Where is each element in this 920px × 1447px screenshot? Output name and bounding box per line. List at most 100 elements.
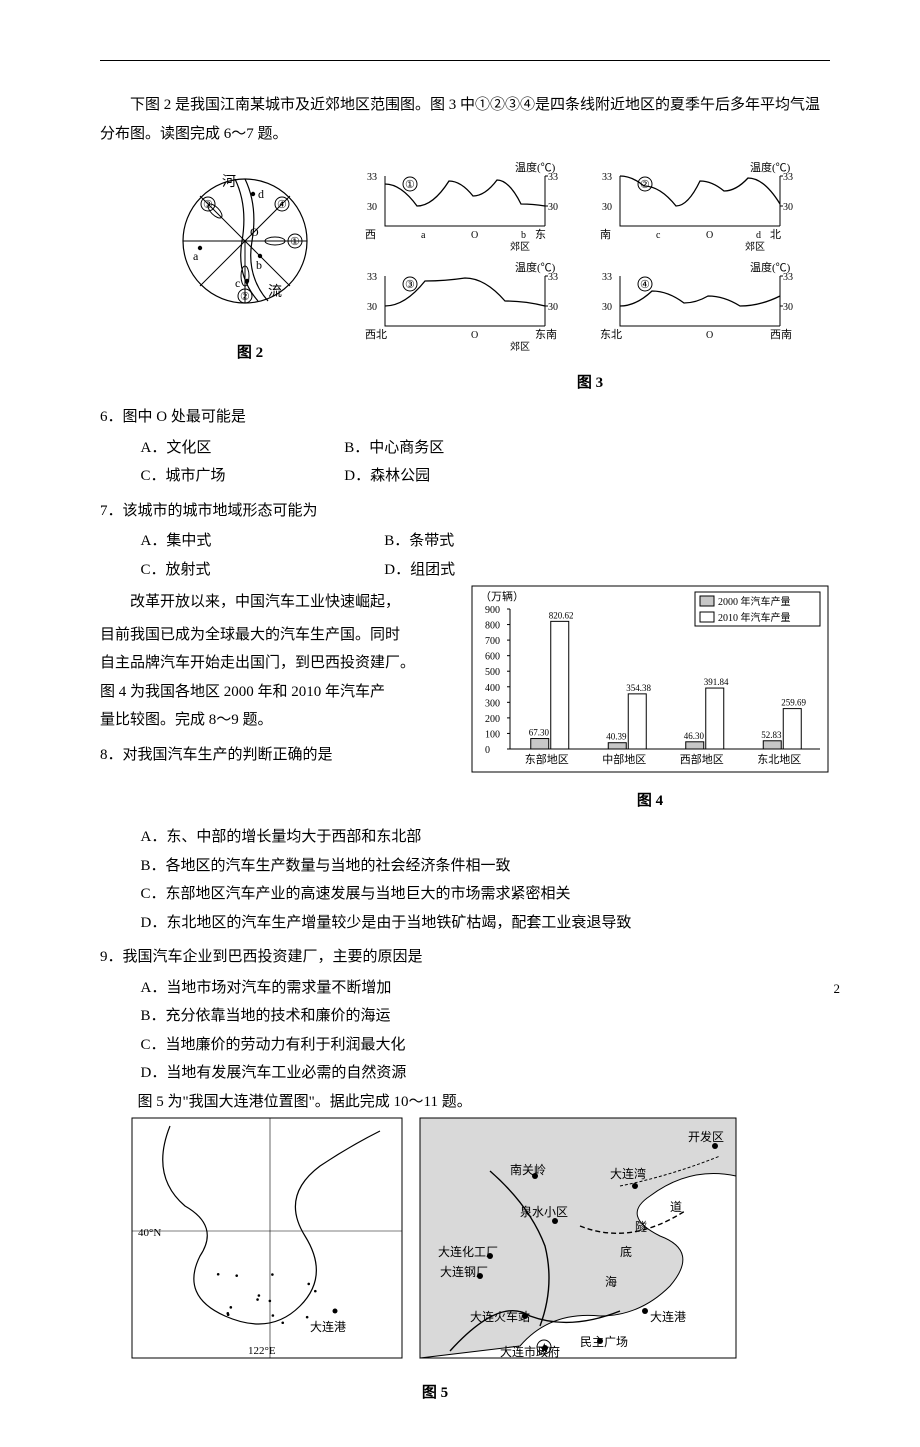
q9-D: D．当地有发展汽车工业必需的自然资源 — [141, 1059, 831, 1088]
svg-text:河: 河 — [222, 174, 236, 190]
svg-text:259.69: 259.69 — [781, 698, 806, 708]
svg-text:33: 33 — [367, 272, 377, 283]
svg-text:122°E: 122°E — [248, 1345, 276, 1357]
svg-text:①: ① — [405, 179, 415, 191]
intro1: 下图 2 是我国江南某城市及近郊地区范围图。图 3 中①②③④是四条线附近地区的… — [100, 91, 830, 148]
svg-text:400: 400 — [485, 683, 500, 694]
svg-text:46.30: 46.30 — [684, 731, 705, 741]
q6-D: D．森林公园 — [344, 462, 544, 491]
svg-text:40°N: 40°N — [138, 1227, 161, 1239]
svg-text:a: a — [421, 230, 426, 241]
svg-text:0: 0 — [485, 745, 490, 756]
svg-text:南: 南 — [600, 228, 611, 241]
q6-stem: 6．图中 O 处最可能是 — [100, 403, 830, 432]
svg-text:30: 30 — [367, 302, 377, 313]
svg-text:南关岭: 南关岭 — [510, 1162, 546, 1177]
svg-text:d: d — [756, 230, 761, 241]
svg-text:100: 100 — [485, 729, 500, 740]
svg-text:900: 900 — [485, 605, 500, 616]
svg-text:33: 33 — [783, 272, 793, 283]
fig2-wrap: a b c d O ① ② ③ ④ 河 流 图 2 — [160, 156, 340, 367]
top-rule — [100, 60, 830, 61]
svg-text:郊区: 郊区 — [745, 240, 765, 253]
svg-text:33: 33 — [602, 272, 612, 283]
svg-text:d: d — [258, 187, 264, 201]
svg-text:泉水小区: 泉水小区 — [520, 1205, 568, 1219]
q9-B: B．充分依靠当地的技术和廉价的海运 — [141, 1002, 831, 1031]
svg-text:O: O — [471, 230, 478, 241]
svg-text:流: 流 — [268, 284, 282, 300]
fig4-label: 图 4 — [470, 787, 830, 816]
q6-A: A．文化区 — [141, 434, 341, 463]
svg-text:2000 年汽车产量: 2000 年汽车产量 — [718, 595, 791, 608]
svg-text:33: 33 — [367, 172, 377, 183]
svg-text:开发区: 开发区 — [688, 1129, 724, 1144]
svg-text:O: O — [706, 330, 713, 341]
svg-text:O: O — [706, 230, 713, 241]
fig-row-2-3: a b c d O ① ② ③ ④ 河 流 图 2 温度(℃)33333030①… — [100, 156, 830, 397]
svg-text:800: 800 — [485, 621, 500, 632]
svg-text:c: c — [235, 276, 240, 290]
svg-text:大连化工厂: 大连化工厂 — [438, 1244, 498, 1259]
svg-text:52.83: 52.83 — [761, 730, 782, 740]
svg-text:30: 30 — [602, 302, 612, 313]
svg-text:郊区: 郊区 — [510, 340, 530, 353]
svg-text:200: 200 — [485, 714, 500, 725]
svg-text:大连市政府: 大连市政府 — [500, 1344, 560, 1359]
svg-text:820.62: 820.62 — [549, 610, 574, 620]
q8-opts: A．东、中部的增长量均大于西部和东北部 B．各地区的汽车生产数量与当地的社会经济… — [141, 823, 831, 937]
svg-text:④: ④ — [277, 199, 287, 211]
svg-text:西: 西 — [365, 229, 376, 241]
svg-text:东: 东 — [535, 228, 546, 241]
fig5-label: 图 5 — [130, 1379, 740, 1408]
fig3-label: 图 3 — [350, 369, 830, 398]
svg-text:O: O — [250, 225, 259, 239]
svg-text:③: ③ — [405, 279, 415, 291]
fig4-wrap: （万辆）01002003004005006007008009002000 年汽车… — [470, 584, 830, 815]
q6-opts: A．文化区 B．中心商务区 C．城市广场 D．森林公园 — [141, 434, 831, 491]
svg-text:30: 30 — [367, 202, 377, 213]
svg-text:b: b — [521, 230, 526, 241]
svg-text:33: 33 — [602, 172, 612, 183]
svg-text:北: 北 — [770, 228, 781, 241]
q9-stem: 9．我国汽车企业到巴西投资建厂，主要的原因是 — [100, 943, 830, 972]
q8-D: D．东北地区的汽车生产增量较少是由于当地铁矿枯竭，配套工业衰退导致 — [141, 909, 831, 938]
q6-B: B．中心商务区 — [344, 434, 544, 463]
svg-text:东北: 东北 — [600, 328, 622, 341]
q7-opts: A．集中式 B．条带式 C．放射式 D．组团式 — [141, 527, 831, 584]
svg-text:西部地区: 西部地区 — [680, 752, 724, 766]
fig3-svg: 温度(℃)33333030①西东郊区aOb温度(℃)33333030②南北郊区c… — [350, 156, 820, 356]
svg-text:2010 年汽车产量: 2010 年汽车产量 — [718, 611, 791, 624]
svg-text:大连港: 大连港 — [650, 1309, 686, 1324]
svg-text:东南: 东南 — [535, 328, 557, 341]
svg-text:道: 道 — [670, 1200, 682, 1214]
q9-C: C．当地廉价的劳动力有利于利润最大化 — [141, 1031, 831, 1060]
svg-text:②: ② — [640, 179, 650, 191]
fig2-label: 图 2 — [160, 339, 340, 368]
svg-text:b: b — [256, 258, 262, 272]
svg-text:33: 33 — [783, 172, 793, 183]
fig5-wrap: 40°N122°E大连港★开发区南关岭大连湾泉水小区隧道海底大连化工厂大连钢厂大… — [130, 1116, 830, 1407]
svg-text:40.39: 40.39 — [606, 732, 627, 742]
svg-text:民主广场: 民主广场 — [580, 1335, 628, 1349]
fig5-svg: 40°N122°E大连港★开发区南关岭大连湾泉水小区隧道海底大连化工厂大连钢厂大… — [130, 1116, 740, 1366]
svg-text:a: a — [193, 249, 199, 263]
svg-text:O: O — [471, 330, 478, 341]
svg-text:③: ③ — [203, 199, 213, 211]
svg-text:②: ② — [240, 291, 250, 303]
svg-text:33: 33 — [548, 272, 558, 283]
svg-text:c: c — [656, 230, 661, 241]
svg-text:33: 33 — [548, 172, 558, 183]
page-number: 2 — [834, 977, 841, 1002]
svg-text:354.38: 354.38 — [626, 683, 651, 693]
q7-C: C．放射式 — [141, 556, 381, 585]
svg-text:（万辆）: （万辆） — [480, 589, 524, 603]
fig2-svg: a b c d O ① ② ③ ④ 河 流 — [160, 156, 330, 326]
q9-opts: A．当地市场对汽车的需求量不断增加 B．充分依靠当地的技术和廉价的海运 C．当地… — [141, 974, 831, 1088]
q8-A: A．东、中部的增长量均大于西部和东北部 — [141, 823, 831, 852]
svg-text:郊区: 郊区 — [510, 240, 530, 253]
q9-A: A．当地市场对汽车的需求量不断增加 — [141, 974, 831, 1003]
svg-text:①: ① — [290, 236, 300, 248]
svg-text:30: 30 — [548, 302, 558, 313]
svg-text:西南: 西南 — [770, 328, 792, 341]
